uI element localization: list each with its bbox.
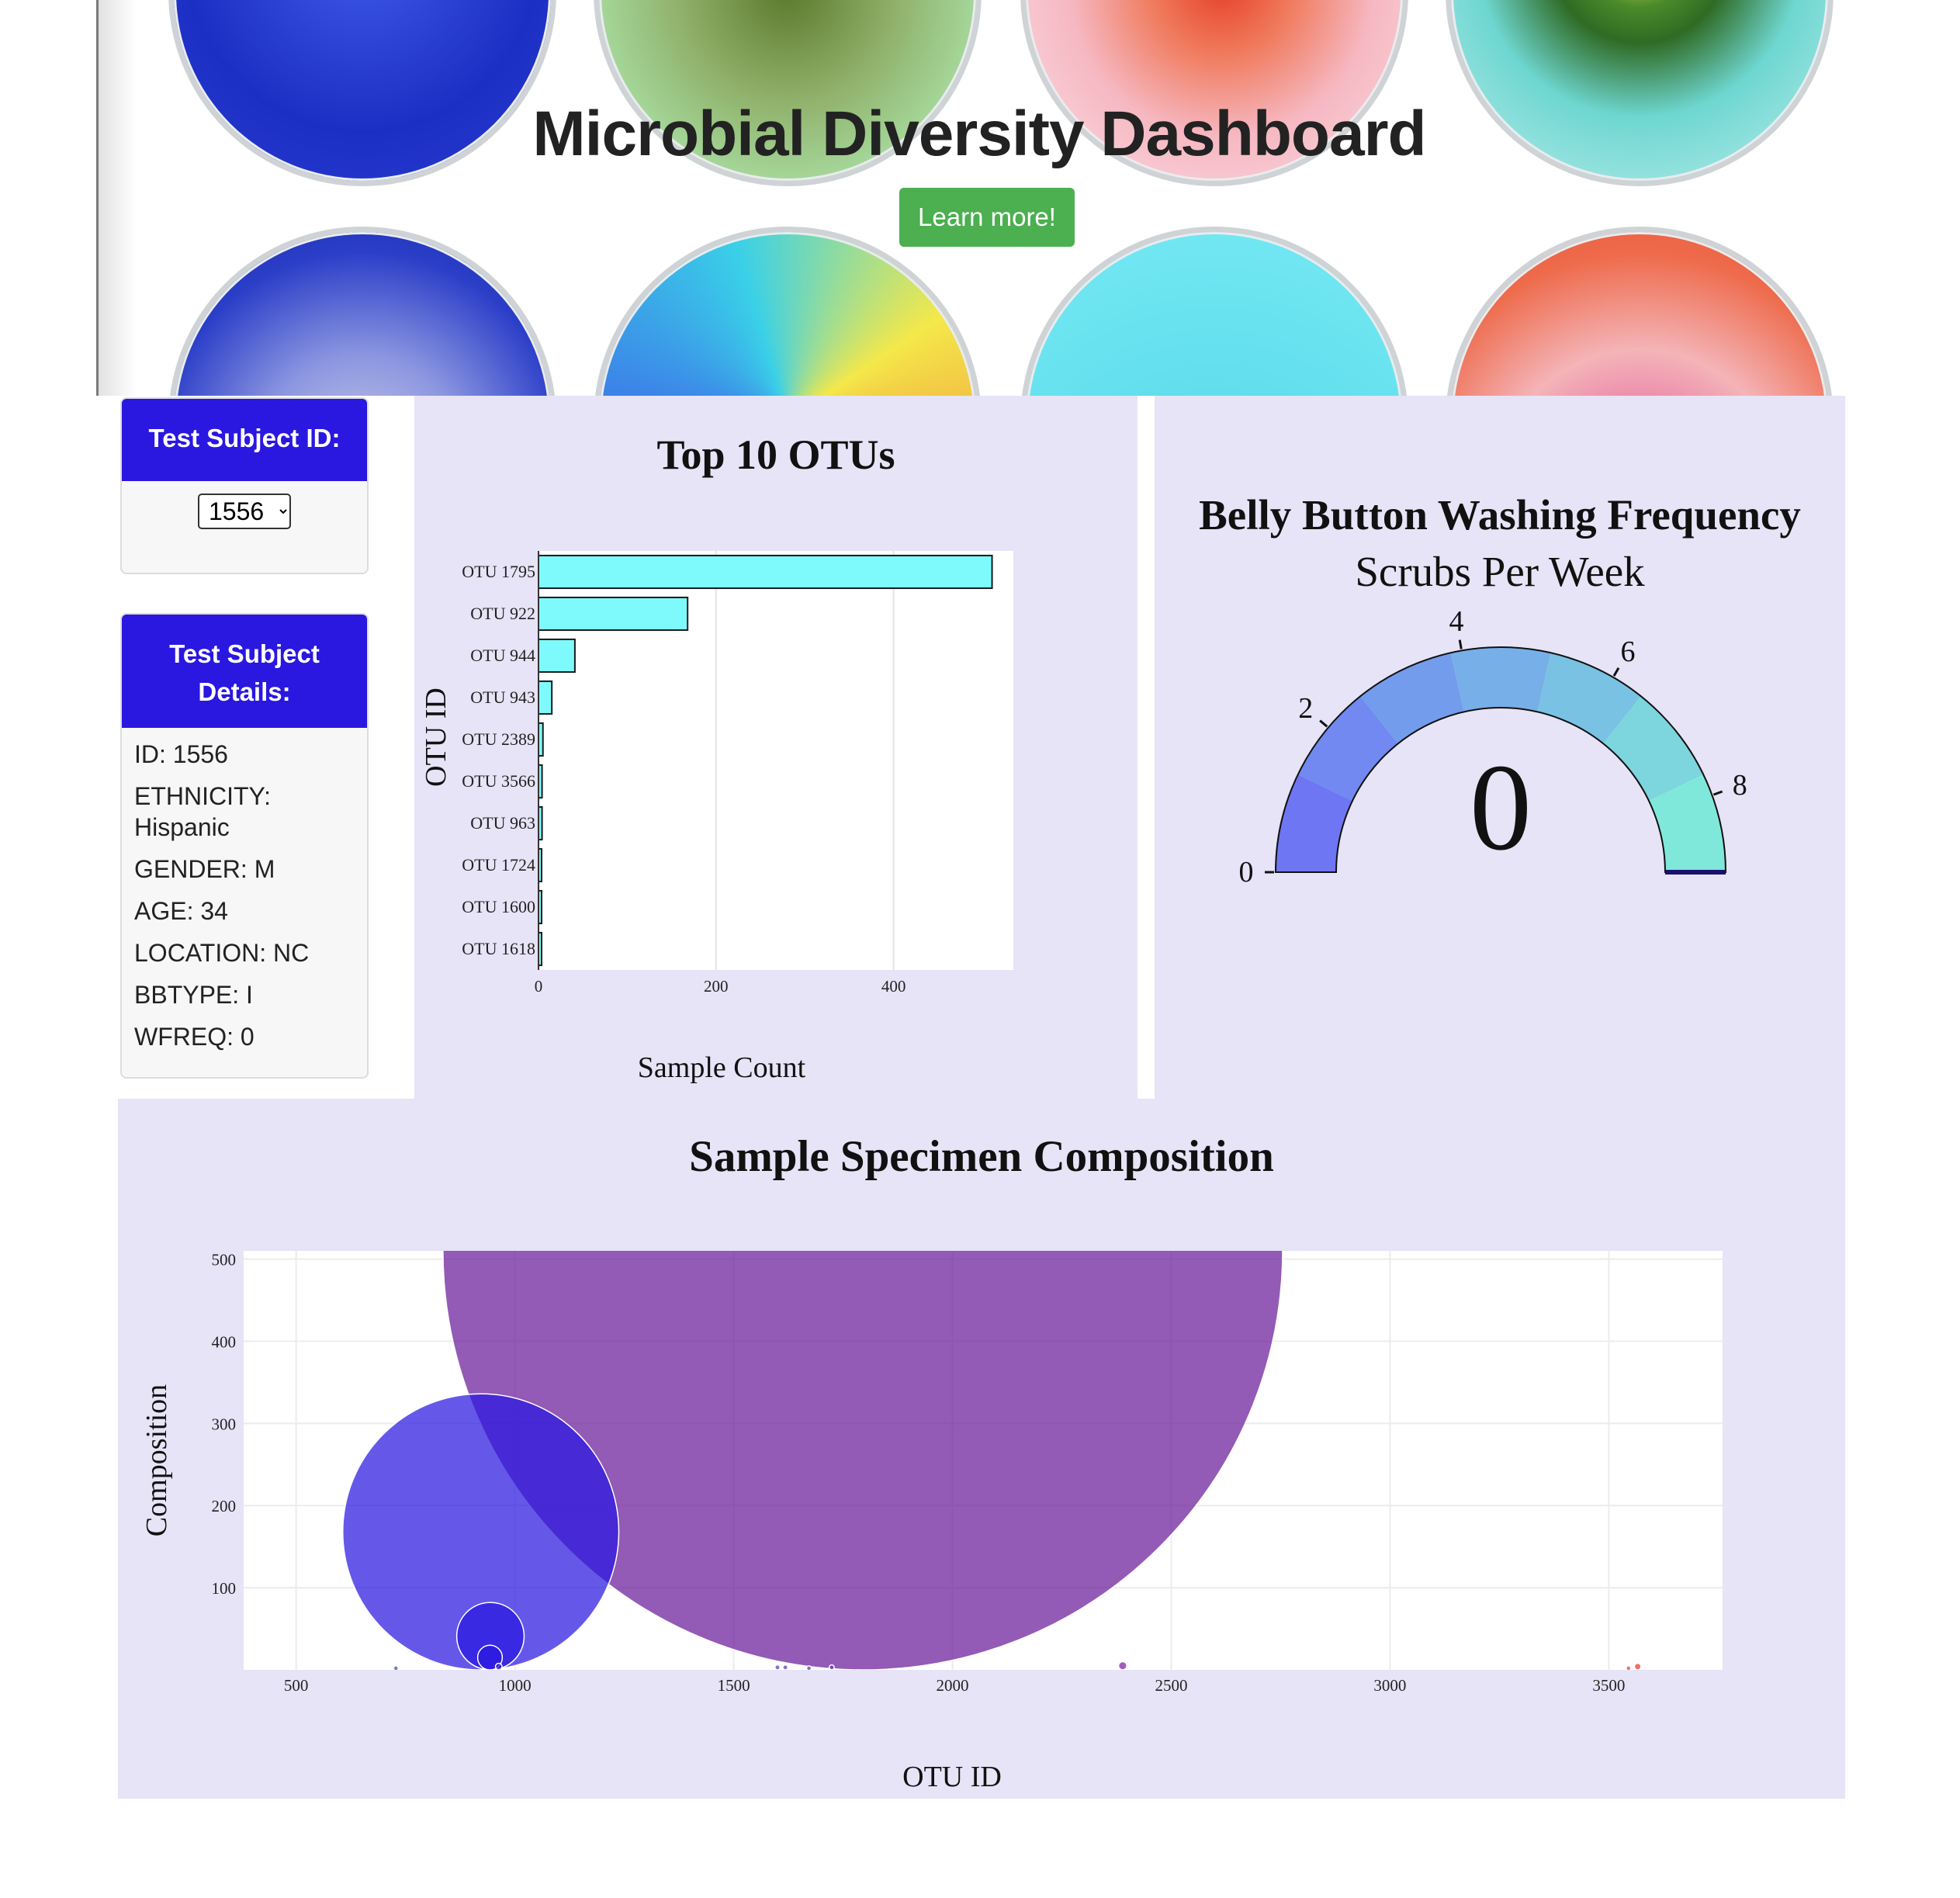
bubble-x-tick-label: 3500 [1592, 1676, 1625, 1695]
panel-gap [1138, 396, 1155, 1099]
top-otus-bar-chart: 0 200 400 OTU 1795 OTU 922 OTU 944 OTU 943 OTU … [420, 551, 1013, 1084]
bubble-otu-1672 [805, 1665, 812, 1670]
gauge-title: Belly Button Washing Frequency [1199, 491, 1801, 539]
bar-y-tick-label: OTU 1600 [462, 897, 535, 916]
bar-y-tick-label: OTU 922 [470, 604, 535, 623]
petri-dish-image [168, 227, 556, 396]
page-title: Microbial Diversity Dashboard [532, 99, 1426, 169]
gauge-tick-label: 2 [1298, 692, 1313, 725]
bubble-otu-1724 [828, 1664, 835, 1670]
bubble-otu-1795 [442, 1251, 1283, 1670]
bubble-chart-title: Sample Specimen Composition [689, 1132, 1274, 1181]
bubble-x-tick-label: 1000 [499, 1676, 532, 1695]
bar-y-tick-label: OTU 1724 [462, 855, 535, 875]
petri-dish-image [1020, 227, 1408, 396]
bar-y-tick-label: OTU 1795 [462, 562, 535, 581]
gauge-subtitle: Scrubs Per Week [1355, 548, 1645, 595]
bubble-marks [342, 1251, 1642, 1670]
bubble-otu-922 [342, 1393, 620, 1670]
subject-selector-card: Test Subject ID: 1556 [120, 397, 369, 574]
subject-selector-heading: Test Subject ID: [122, 399, 367, 481]
bar-y-tick-label: OTU 3566 [462, 771, 535, 791]
subject-metadata: ID: 1556 ETHNICITY: Hispanic GENDER: M AGE:… [122, 728, 367, 1052]
gauge-step-segment [1450, 647, 1551, 712]
petri-dish-image [594, 227, 982, 396]
subject-details-card: Test Subject Details: ID: 1556 ETHNICITY:… [120, 613, 369, 1079]
subject-details-heading: Test Subject Details: [122, 615, 367, 728]
bubble-otu-944 [455, 1602, 525, 1670]
metadata-line: AGE: 34 [134, 897, 228, 925]
bar-y-tick-label: OTU 2389 [462, 729, 535, 749]
bubble-y-tick-label: 200 [212, 1497, 237, 1515]
bar-y-axis-label: OTU ID [420, 688, 452, 787]
metadata-line: GENDER: M [134, 855, 275, 883]
gauge-tick [1458, 639, 1463, 649]
bubble-otu-943 [476, 1644, 504, 1670]
gauge-tick-label: 4 [1449, 605, 1464, 638]
bubble-x-axis-label: OTU ID [902, 1761, 1002, 1793]
metadata-line: BBTYPE: I [134, 981, 253, 1009]
gauge-tick-label: 6 [1621, 636, 1636, 668]
bubble-y-tick-label: 100 [212, 1579, 237, 1598]
gauge-tick [1319, 719, 1328, 728]
gauge-tick [1712, 790, 1723, 796]
bar-chart-title: Top 10 OTUs [656, 431, 895, 478]
learn-more-button[interactable]: Learn more! [899, 188, 1075, 247]
bar-y-tick-label: OTU 943 [470, 688, 535, 707]
bubble-otu-963 [494, 1662, 503, 1670]
bubble-y-tick-label: 400 [212, 1332, 237, 1351]
bar-y-tick-label: OTU 1618 [462, 939, 535, 958]
hero-banner: Microbial Diversity Dashboard Learn more… [96, 0, 1860, 396]
washing-frequency-gauge: 0 2 4 6 8 0 [1239, 605, 1747, 888]
bar-otu-1795 [538, 554, 993, 590]
bubble-x-tick-label: 3000 [1373, 1676, 1406, 1695]
bar-y-tick-label: OTU 963 [470, 813, 535, 833]
bar-y-tick-label: OTU 944 [470, 646, 535, 665]
bar-x-tick-label: 200 [704, 977, 729, 996]
bubble-otu-1618 [782, 1664, 789, 1670]
bubble-otu-728 [393, 1665, 399, 1670]
gauge-step-segment [1603, 696, 1704, 802]
petri-dish-image [1446, 227, 1834, 396]
gauge-step-segment [1276, 774, 1352, 872]
gauge-step-segment [1649, 774, 1726, 872]
gauge-tick [1612, 667, 1620, 677]
bubble-x-tick-label: 2500 [1155, 1676, 1187, 1695]
gauge-step-segment [1297, 696, 1398, 802]
bubble-x-tick-label: 2000 [937, 1676, 969, 1695]
gauge-outline [1274, 646, 1727, 873]
bubble-otu-1600 [774, 1664, 781, 1670]
metadata-line: ID: 1556 [134, 740, 228, 768]
gauge-tick-label: 8 [1733, 769, 1747, 802]
bubble-x-tick-label: 1500 [718, 1676, 750, 1695]
subject-id-select[interactable]: 1556 [198, 494, 291, 529]
gauge-step-segment [1537, 653, 1641, 744]
metadata-line: ETHNICITY: Hispanic [134, 782, 272, 841]
bubble-otu-3566 [1633, 1662, 1642, 1670]
bar-x-tick-label: 0 [535, 977, 543, 996]
bar-otu-943 [538, 680, 553, 715]
bar-x-tick-label: 400 [881, 977, 906, 996]
metadata-line: LOCATION: NC [134, 939, 310, 967]
bubble-y-tick-label: 300 [212, 1415, 237, 1433]
sample-composition-bubble-chart: 500 1000 1500 2000 2500 3000 3500 100 200 300 400 5… [140, 1251, 1723, 1793]
bar-otu-922 [538, 596, 689, 632]
bubble-y-axis-label: Composition [140, 1384, 173, 1536]
bubble-x-tick-label: 500 [284, 1676, 309, 1695]
gauge-value-readout: 0 [1470, 738, 1532, 876]
bar-x-axis-label: Sample Count [638, 1051, 806, 1084]
gauge-tick-label: 0 [1239, 856, 1254, 888]
bar-otu-944 [538, 638, 576, 674]
bubble-otu-3545 [1626, 1665, 1632, 1670]
metadata-line: WFREQ: 0 [134, 1023, 255, 1051]
bubble-otu-2389 [1117, 1661, 1127, 1670]
gauge-step-segment [1360, 653, 1464, 744]
hero-edge-shadow [99, 0, 137, 396]
bubble-y-tick-label: 500 [212, 1251, 237, 1269]
